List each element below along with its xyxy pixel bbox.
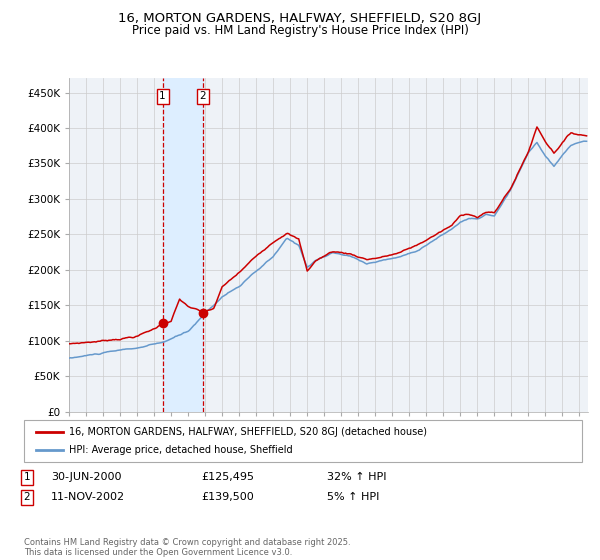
Text: 1: 1	[159, 91, 166, 101]
Text: 2: 2	[200, 91, 206, 101]
Text: 1: 1	[23, 472, 31, 482]
Text: Contains HM Land Registry data © Crown copyright and database right 2025.
This d: Contains HM Land Registry data © Crown c…	[24, 538, 350, 557]
Text: Price paid vs. HM Land Registry's House Price Index (HPI): Price paid vs. HM Land Registry's House …	[131, 24, 469, 36]
Text: 16, MORTON GARDENS, HALFWAY, SHEFFIELD, S20 8GJ: 16, MORTON GARDENS, HALFWAY, SHEFFIELD, …	[118, 12, 482, 25]
Bar	[163, 78, 203, 412]
Text: 2: 2	[23, 492, 31, 502]
Text: £139,500: £139,500	[201, 492, 254, 502]
Text: 11-NOV-2002: 11-NOV-2002	[51, 492, 125, 502]
Text: 16, MORTON GARDENS, HALFWAY, SHEFFIELD, S20 8GJ (detached house): 16, MORTON GARDENS, HALFWAY, SHEFFIELD, …	[69, 427, 427, 437]
Text: 30-JUN-2000: 30-JUN-2000	[51, 472, 121, 482]
Text: HPI: Average price, detached house, Sheffield: HPI: Average price, detached house, Shef…	[69, 445, 293, 455]
Text: 32% ↑ HPI: 32% ↑ HPI	[327, 472, 386, 482]
Text: 5% ↑ HPI: 5% ↑ HPI	[327, 492, 379, 502]
Text: £125,495: £125,495	[201, 472, 254, 482]
